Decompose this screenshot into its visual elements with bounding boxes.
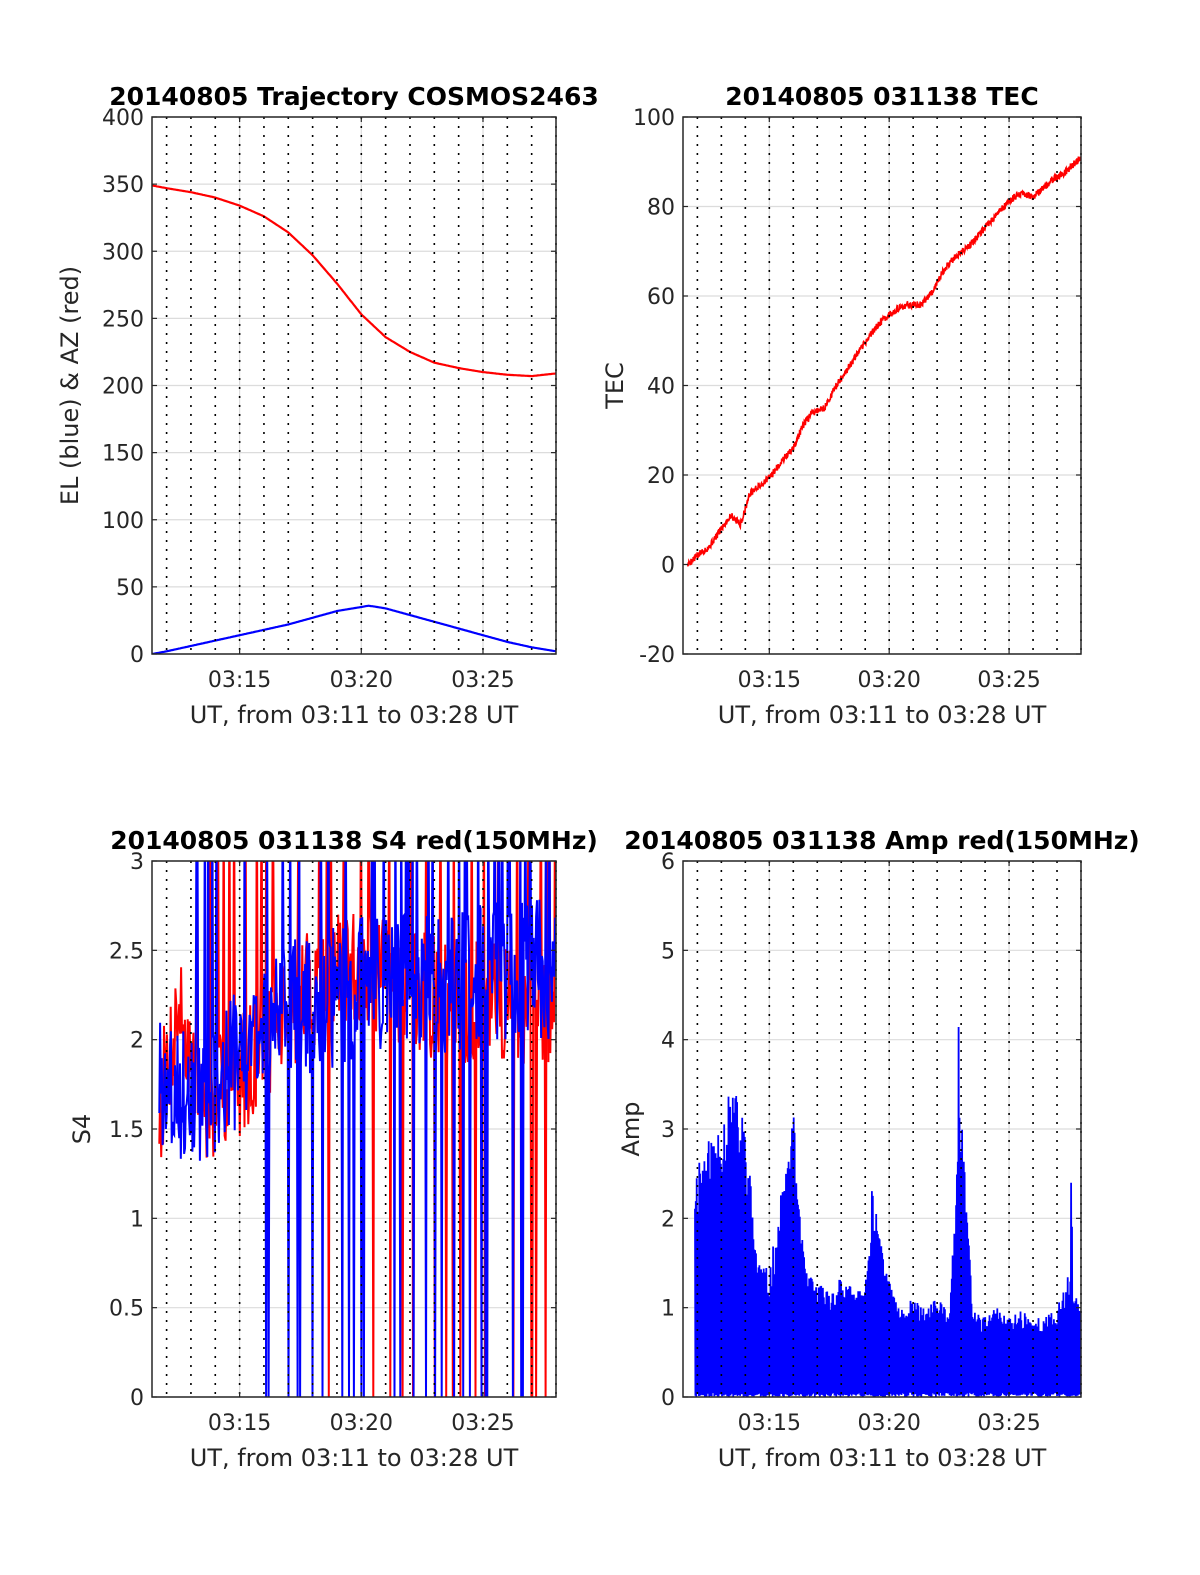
series-group xyxy=(687,156,1081,567)
series-line xyxy=(694,1026,1081,1397)
x-tick-label: 03:20 xyxy=(857,1411,920,1436)
y-tick-label: 200 xyxy=(102,375,144,400)
x-tick-label: 03:20 xyxy=(330,668,393,693)
x-axis-label: UT, from 03:11 to 03:28 UT xyxy=(190,1444,519,1472)
series-line xyxy=(152,604,556,654)
x-tick-label: 03:20 xyxy=(330,1411,393,1436)
series-group xyxy=(152,184,556,654)
y-tick-label: 40 xyxy=(647,375,675,400)
y-tick-label: 1.5 xyxy=(109,1118,144,1143)
x-tick-label: 03:25 xyxy=(977,668,1040,693)
y-tick-label: 3 xyxy=(661,1118,675,1143)
chart-traj: 0 50 100 150 200 250 300 350 400 03:15 03:20 03:25 2… xyxy=(56,82,599,729)
x-tick-label: 03:25 xyxy=(451,668,514,693)
y-tick-label: -20 xyxy=(639,643,675,668)
series-line xyxy=(158,861,556,1397)
y-tick-label: 1 xyxy=(130,1207,144,1232)
y-tick-label: 3 xyxy=(130,850,144,875)
y-tick-label: 4 xyxy=(661,1029,675,1054)
y-axis-label: TEC xyxy=(601,362,629,410)
y-tick-label: 5 xyxy=(661,939,675,964)
x-tick-label: 03:15 xyxy=(738,1411,801,1436)
y-tick-label: 50 xyxy=(116,576,144,601)
y-tick-label: 300 xyxy=(102,240,144,265)
y-tick-label: 1 xyxy=(661,1297,675,1322)
chart-title: 20140805 031138 TEC xyxy=(725,82,1038,111)
series-group xyxy=(694,1026,1081,1397)
x-tick-label: 03:15 xyxy=(738,668,801,693)
y-tick-label: 250 xyxy=(102,307,144,332)
y-tick-label: 6 xyxy=(661,850,675,875)
series-line xyxy=(152,184,556,378)
chart-amp: 0 1 2 3 4 5 6 03:15 03:20 03:25 20140805 031138 Am… xyxy=(617,826,1140,1472)
y-tick-label: 2.5 xyxy=(109,939,144,964)
series-line xyxy=(687,156,1081,567)
x-tick-label: 03:20 xyxy=(857,668,920,693)
chart-title: 20140805 Trajectory COSMOS2463 xyxy=(109,82,599,111)
x-tick-label: 03:15 xyxy=(208,668,271,693)
x-axis-label: UT, from 03:11 to 03:28 UT xyxy=(718,701,1047,729)
chart-s4: 0 0.5 1 1.5 2 2.5 3 03:15 03:20 03:25 20140805 031… xyxy=(68,826,598,1472)
x-tick-label: 03:25 xyxy=(977,1411,1040,1436)
x-axis-label: UT, from 03:11 to 03:28 UT xyxy=(718,1444,1047,1472)
y-tick-label: 0 xyxy=(130,1386,144,1411)
x-axis-label: UT, from 03:11 to 03:28 UT xyxy=(190,701,519,729)
chart-title: 20140805 031138 Amp red(150MHz) xyxy=(624,826,1140,855)
y-tick-label: 0 xyxy=(661,554,675,579)
y-axis-label: EL (blue) & AZ (red) xyxy=(56,266,84,505)
chart-tec: -20 0 20 40 60 80 100 03:15 03:20 03:25 20140805 0… xyxy=(601,82,1082,729)
y-tick-label: 150 xyxy=(102,442,144,467)
y-tick-label: 2 xyxy=(130,1029,144,1054)
y-axis-label: S4 xyxy=(68,1114,96,1145)
y-tick-label: 60 xyxy=(647,285,675,310)
y-tick-label: 100 xyxy=(633,106,675,131)
y-tick-label: 100 xyxy=(102,509,144,534)
x-tick-label: 03:25 xyxy=(451,1411,514,1436)
y-tick-label: 80 xyxy=(647,196,675,221)
series-group xyxy=(158,861,556,1397)
y-tick-label: 0.5 xyxy=(109,1297,144,1322)
y-tick-label: 0 xyxy=(130,643,144,668)
y-tick-label: 20 xyxy=(647,464,675,489)
y-tick-label: 400 xyxy=(102,106,144,131)
y-tick-label: 350 xyxy=(102,173,144,198)
chart-title: 20140805 031138 S4 red(150MHz) xyxy=(110,826,598,855)
y-tick-label: 0 xyxy=(661,1386,675,1411)
y-tick-label: 2 xyxy=(661,1207,675,1232)
x-tick-label: 03:15 xyxy=(208,1411,271,1436)
y-axis-label: Amp xyxy=(617,1101,645,1156)
